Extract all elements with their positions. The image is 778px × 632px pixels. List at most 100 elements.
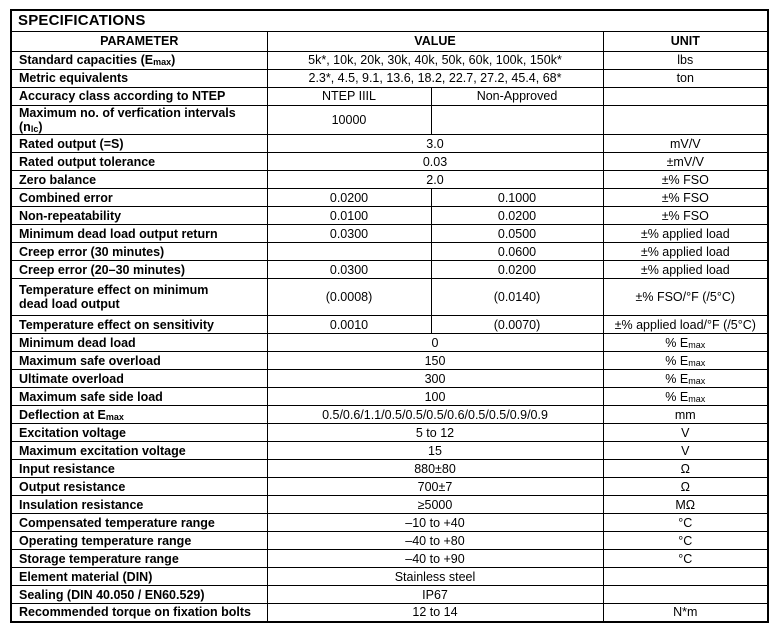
param-cell: Accuracy class according to NTEP (10, 86, 268, 106)
table-row: Standard capacities (Emax) 5k*, 10k, 20k… (10, 50, 769, 70)
value-cell-left (266, 242, 432, 262)
table-row: Storage temperature range –40 to +90 °C (10, 549, 769, 569)
unit-cell: °C (602, 513, 769, 533)
value-cell: 5k*, 10k, 20k, 30k, 40k, 50k, 60k, 100k,… (266, 50, 604, 70)
unit-cell: ±% applied load (602, 260, 769, 280)
value-cell-left: 0.0100 (266, 206, 432, 226)
unit-cell: ±% FSO (602, 188, 769, 208)
param-cell: Combined error (10, 188, 268, 208)
table-row: Maximum safe overload 150 % Emax (10, 351, 769, 371)
table-row: Ultimate overload 300 % Emax (10, 369, 769, 389)
table-row: Temperature effect on minimum dead load o… (10, 278, 769, 317)
param-cell: Sealing (DIN 40.050 / EN60.529) (10, 585, 268, 605)
value-cell-right: 0.0200 (430, 260, 604, 280)
unit-cell: mV/V (602, 134, 769, 154)
param-cell: Excitation voltage (10, 423, 268, 443)
unit-cell: Ω (602, 477, 769, 497)
param-cell: Maximum excitation voltage (10, 441, 268, 461)
param-cell: Metric equivalents (10, 68, 268, 88)
param-cell: Compensated temperature range (10, 513, 268, 533)
table-title-row: SPECIFICATIONS (10, 9, 769, 32)
param-cell: Element material (DIN) (10, 567, 268, 587)
param-cell: Storage temperature range (10, 549, 268, 569)
table-row: Output resistance 700±7 Ω (10, 477, 769, 497)
unit-cell (602, 104, 769, 136)
unit-cell: mm (602, 405, 769, 425)
unit-cell: ±% FSO (602, 206, 769, 226)
value-cell-left: (0.0008) (266, 278, 432, 317)
table-row: Creep error (20–30 minutes) 0.0300 0.020… (10, 260, 769, 280)
table-row: Rated output tolerance 0.03 ±mV/V (10, 152, 769, 172)
value-cell: –10 to +40 (266, 513, 604, 533)
value-cell: 0.03 (266, 152, 604, 172)
param-cell: Maximum safe side load (10, 387, 268, 407)
value-cell: –40 to +90 (266, 549, 604, 569)
col-header-unit: UNIT (602, 30, 769, 52)
param-cell: Rated output tolerance (10, 152, 268, 172)
value-cell: Stainless steel (266, 567, 604, 587)
unit-cell: MΩ (602, 495, 769, 515)
table-header-row: PARAMETER VALUE UNIT (10, 30, 769, 52)
value-cell: 5 to 12 (266, 423, 604, 443)
table-row: Minimum dead load output return 0.0300 0… (10, 224, 769, 244)
param-cell: Creep error (30 minutes) (10, 242, 268, 262)
unit-cell: V (602, 423, 769, 443)
param-cell: Input resistance (10, 459, 268, 479)
param-cell: Deflection at Emax (10, 405, 268, 425)
value-cell-right: Non-Approved (430, 86, 604, 106)
table-row: Rated output (=S) 3.0 mV/V (10, 134, 769, 154)
value-cell: 880±80 (266, 459, 604, 479)
unit-cell (602, 567, 769, 587)
table-row: Combined error 0.0200 0.1000 ±% FSO (10, 188, 769, 208)
table-row: Maximum no. of verfication intervals (nl… (10, 104, 769, 136)
table-row: Deflection at Emax 0.5/0.6/1.1/0.5/0.5/0… (10, 405, 769, 425)
unit-cell (602, 86, 769, 106)
unit-cell: lbs (602, 50, 769, 70)
unit-cell: % Emax (602, 387, 769, 407)
unit-cell: ±% FSO/°F (/5°C) (602, 278, 769, 317)
value-cell-right: (0.0070) (430, 315, 604, 335)
unit-cell: ±% applied load (602, 224, 769, 244)
unit-cell: V (602, 441, 769, 461)
param-cell: Temperature effect on minimum dead load o… (10, 278, 268, 317)
table-row: Excitation voltage 5 to 12 V (10, 423, 769, 443)
value-cell-right: 0.0200 (430, 206, 604, 226)
table-row: Temperature effect on sensitivity 0.0010… (10, 315, 769, 335)
unit-cell: ±% FSO (602, 170, 769, 190)
param-cell: Output resistance (10, 477, 268, 497)
table-row: Sealing (DIN 40.050 / EN60.529) IP67 (10, 585, 769, 605)
unit-cell: ton (602, 68, 769, 88)
value-cell-left: NTEP IIIL (266, 86, 432, 106)
param-cell: Creep error (20–30 minutes) (10, 260, 268, 280)
value-cell-left: 0.0200 (266, 188, 432, 208)
value-cell-left: 10000 (266, 104, 432, 136)
value-cell: 0 (266, 333, 604, 353)
param-cell: Zero balance (10, 170, 268, 190)
table-row: Recommended torque on fixation bolts 12 … (10, 603, 769, 623)
spec-table: SPECIFICATIONS PARAMETER VALUE UNIT Stan… (10, 9, 770, 623)
param-cell: Maximum safe overload (10, 351, 268, 371)
param-cell: Temperature effect on sensitivity (10, 315, 268, 335)
value-cell-left: 0.0300 (266, 224, 432, 244)
table-row: Element material (DIN) Stainless steel (10, 567, 769, 587)
unit-cell: Ω (602, 459, 769, 479)
param-cell: Standard capacities (Emax) (10, 50, 268, 70)
value-cell-right: 0.1000 (430, 188, 604, 208)
value-cell: 0.5/0.6/1.1/0.5/0.5/0.5/0.6/0.5/0.5/0.9/… (266, 405, 604, 425)
unit-cell: ±% applied load/°F (/5°C) (602, 315, 769, 335)
value-cell: 100 (266, 387, 604, 407)
table-row: Input resistance 880±80 Ω (10, 459, 769, 479)
param-cell: Insulation resistance (10, 495, 268, 515)
table-title: SPECIFICATIONS (10, 9, 769, 32)
unit-cell (602, 585, 769, 605)
col-header-parameter: PARAMETER (10, 30, 268, 52)
unit-cell: N*m (602, 603, 769, 623)
value-cell-right: 0.0600 (430, 242, 604, 262)
param-cell: Minimum dead load (10, 333, 268, 353)
table-row: Compensated temperature range –10 to +40… (10, 513, 769, 533)
unit-cell: % Emax (602, 369, 769, 389)
value-cell: –40 to +80 (266, 531, 604, 551)
table-row: Operating temperature range –40 to +80 °… (10, 531, 769, 551)
unit-cell: °C (602, 549, 769, 569)
